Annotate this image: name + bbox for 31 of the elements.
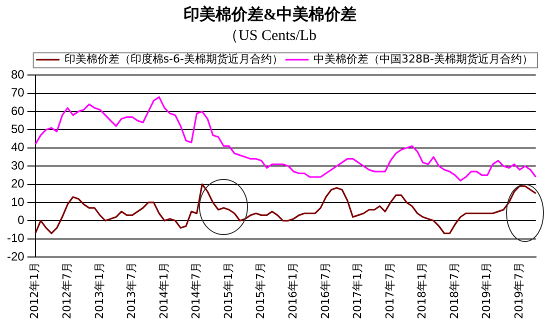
y-tick-label: 60 <box>10 104 25 118</box>
x-tick-label: 2014年7月 <box>190 262 203 320</box>
x-tick-label: 2015年7月 <box>254 262 268 320</box>
y-tick-label: 70 <box>10 86 25 100</box>
x-tick-label: 2012年7月 <box>60 262 74 320</box>
chart-subtitle: （US Cents/Lb <box>224 28 316 44</box>
y-tick-label: 30 <box>10 158 25 172</box>
x-tick-label: 2018年7月 <box>448 262 461 320</box>
y-tick-label: -10 <box>7 231 25 246</box>
legend-label: 印美棉价差（印度棉s-6-美棉期货近月合约） <box>64 52 283 66</box>
y-tick-label: 0 <box>18 212 25 227</box>
x-tick-label: 2017年1月 <box>351 262 364 320</box>
y-tick-label: 50 <box>10 122 25 136</box>
x-tick-label: 2012年1月 <box>28 262 42 320</box>
chart-title: 印美棉价差&中美棉价差 <box>183 4 357 24</box>
x-tick-label: 2013年7月 <box>125 262 138 320</box>
x-tick-label: 2016年7月 <box>318 262 332 320</box>
x-tick-label: 2018年1月 <box>416 262 429 320</box>
legend-label: 中美棉价差（中国328B-美棉期货近月合约） <box>313 52 534 66</box>
x-tick-label: 2015年1月 <box>222 262 235 320</box>
y-tick-label: -20 <box>7 249 25 264</box>
y-tick-label: 40 <box>10 140 25 154</box>
x-tick-label: 2014年1月 <box>157 262 170 320</box>
x-tick-label: 2019年7月 <box>512 262 526 320</box>
y-tick-label: 80 <box>10 68 25 82</box>
y-tick-label: 10 <box>10 194 25 209</box>
x-tick-label: 2013年1月 <box>92 262 106 320</box>
x-tick-label: 2019年1月 <box>480 262 494 320</box>
x-tick-label: 2017年7月 <box>383 262 396 320</box>
y-tick-label: 20 <box>10 176 25 191</box>
x-tick-label: 2016年1月 <box>286 262 300 320</box>
